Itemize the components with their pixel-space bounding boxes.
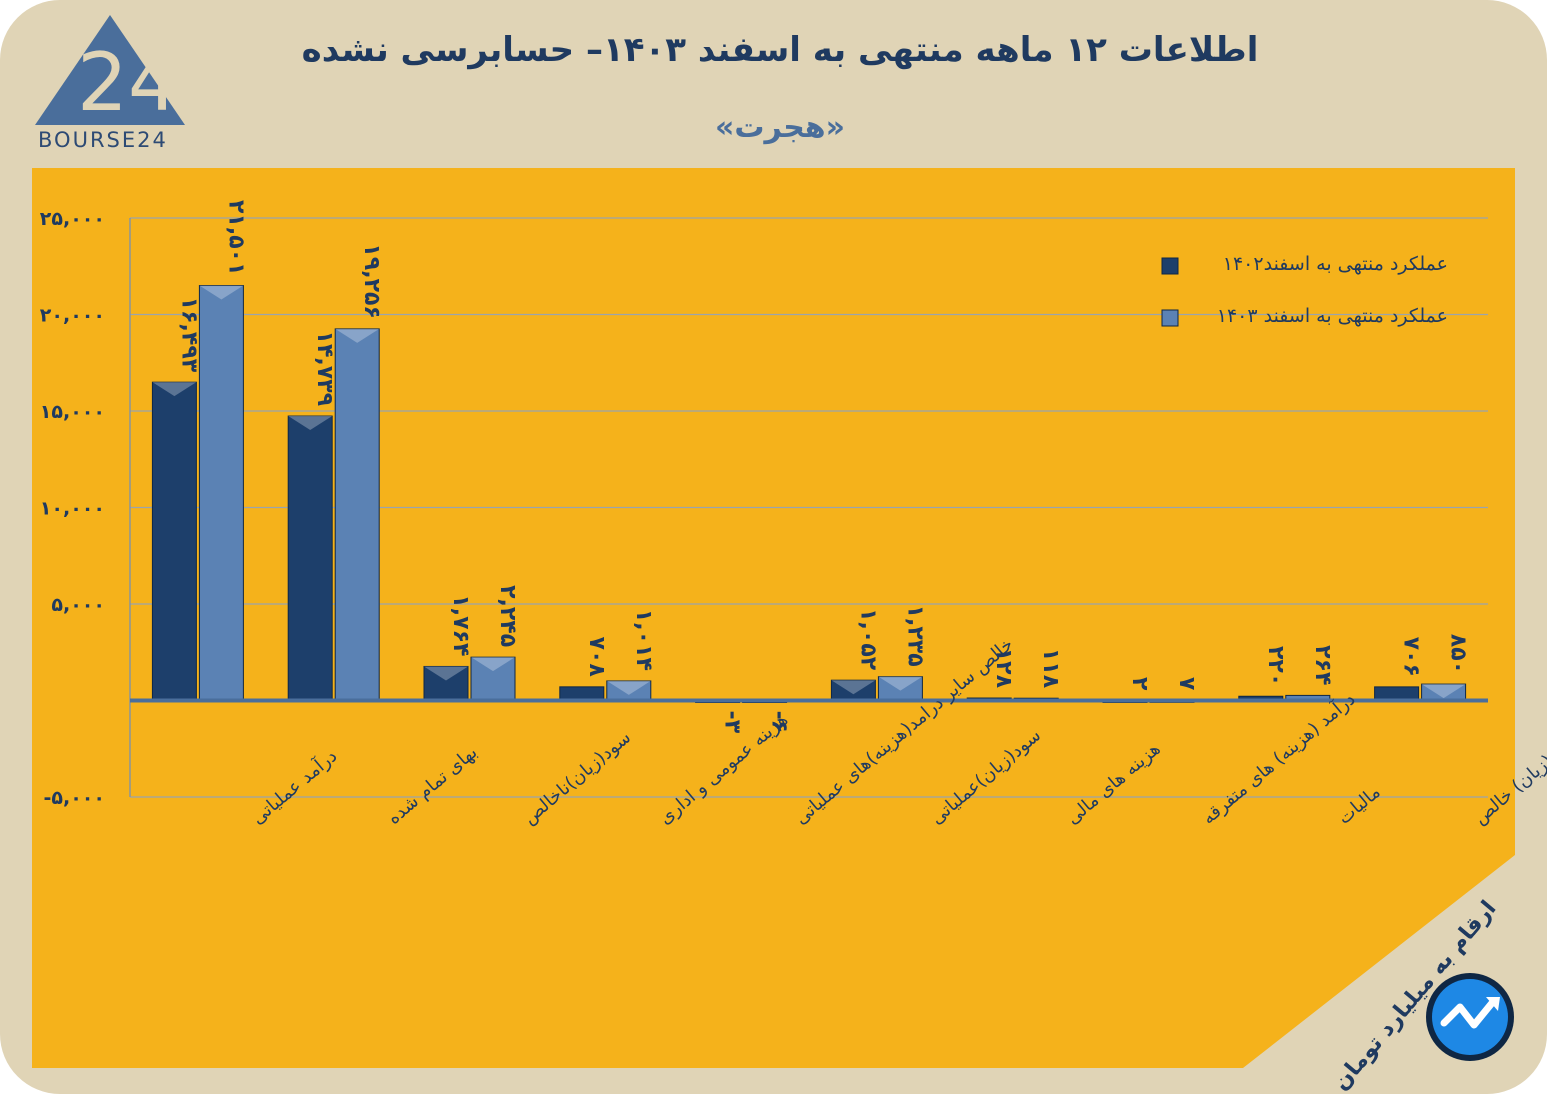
data-label: ۱۹,۲۵۶ bbox=[359, 243, 384, 319]
bourse24-logo-icon: 24 bbox=[35, 15, 185, 129]
bar-bevel bbox=[424, 666, 468, 681]
bar-1402 bbox=[1374, 686, 1420, 702]
data-label: -۶ bbox=[767, 711, 792, 734]
y-tick-label: ۲۵,۰۰۰ bbox=[40, 208, 105, 230]
bar-1402 bbox=[423, 665, 469, 701]
bar-1402 bbox=[151, 381, 197, 701]
bar-1402 bbox=[287, 415, 333, 701]
bar-bevel bbox=[878, 676, 923, 691]
chart-title: اطلاعات ۱۲ ماهه منتهی به اسفند ۱۴۰۳– حسا… bbox=[301, 30, 1259, 70]
legend-swatch-1403 bbox=[1161, 309, 1179, 327]
y-tick-label: -۵,۰۰۰ bbox=[44, 787, 106, 809]
legend-label: عملکرد منتهی به اسفند۱۴۰۲ bbox=[1223, 253, 1448, 275]
data-label: ۲۶۴ bbox=[1310, 645, 1335, 685]
data-label: ۱,۲۳۵ bbox=[902, 605, 927, 667]
y-tick-label: ۱۰,۰۰۰ bbox=[40, 498, 105, 520]
brand-badge-icon bbox=[1426, 973, 1514, 1061]
data-label: ۲۲۰ bbox=[1263, 646, 1288, 686]
data-label: ۱,۰۵۲ bbox=[855, 608, 880, 671]
y-tick-label: ۲۰,۰۰۰ bbox=[40, 305, 105, 327]
data-label: ۲۱,۵۰۱ bbox=[223, 200, 248, 276]
data-label: ۱۴,۷۳۹ bbox=[312, 331, 337, 407]
bar-bevel bbox=[288, 416, 333, 431]
data-label: ۲,۲۴۵ bbox=[495, 585, 520, 647]
data-label: ۷۰۶ bbox=[1399, 637, 1424, 677]
svg-text:24: 24 bbox=[77, 36, 179, 129]
bar-bevel bbox=[471, 657, 515, 672]
logo-text: BOURSE24 bbox=[38, 128, 168, 152]
bar-bevel bbox=[152, 382, 197, 397]
chart-panel bbox=[32, 168, 1515, 1068]
bar-1403 bbox=[470, 656, 516, 702]
bar-1403 bbox=[334, 328, 380, 701]
bar-bevel bbox=[1421, 684, 1466, 699]
data-label: ۱۲۸ bbox=[991, 648, 1016, 689]
data-label: ۸۵۰ bbox=[1446, 634, 1471, 674]
bar-1403 bbox=[198, 285, 244, 701]
y-tick-label: ۵,۰۰۰ bbox=[51, 594, 105, 616]
chart-subtitle: «هجرت» bbox=[715, 110, 845, 145]
legend-swatch-1402 bbox=[1161, 257, 1179, 275]
bar-bevel bbox=[335, 328, 380, 343]
bar-bevel bbox=[606, 680, 651, 695]
legend-label: عملکرد منتهی به اسفند ۱۴۰۳ bbox=[1217, 305, 1448, 327]
data-label: ۷ bbox=[1174, 677, 1199, 691]
footnote-band bbox=[1243, 855, 1515, 1068]
data-label: ۱,۰۱۴ bbox=[631, 609, 656, 671]
bar-bevel bbox=[199, 285, 244, 300]
data-label: ۷۰۸ bbox=[584, 637, 609, 678]
data-label: ۱۱۸ bbox=[1038, 648, 1063, 689]
data-label: -۳ bbox=[720, 711, 745, 734]
data-label: ۲ bbox=[1127, 677, 1152, 691]
y-tick-label: ۱۵,۰۰۰ bbox=[40, 401, 105, 423]
data-label: ۱,۷۶۴ bbox=[448, 594, 473, 656]
bar-1402 bbox=[559, 686, 605, 701]
data-label: ۱۶,۴۹۳ bbox=[176, 297, 201, 373]
bar-bevel bbox=[831, 680, 876, 695]
